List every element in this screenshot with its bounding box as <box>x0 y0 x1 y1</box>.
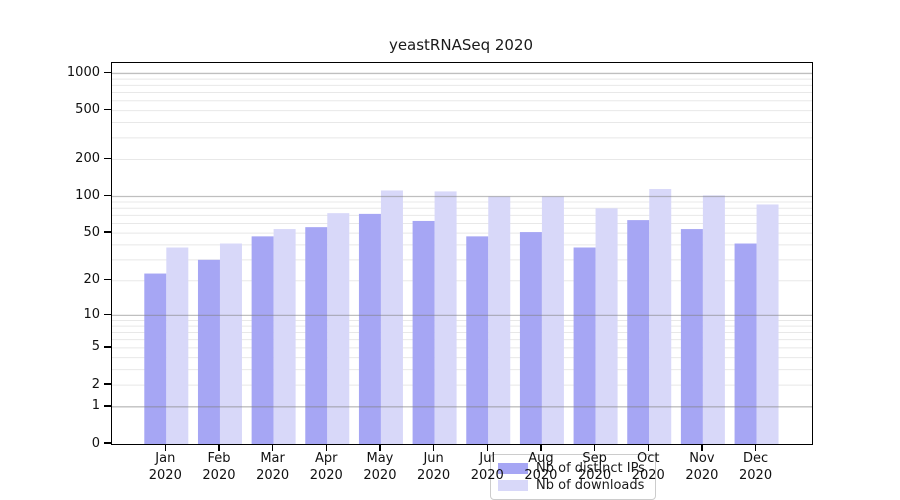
y-tick-label: 20 <box>83 272 100 288</box>
bar-downloads <box>434 191 457 444</box>
y-tick-mark <box>104 231 111 233</box>
bar-downloads <box>273 229 296 444</box>
x-tick-label: Aug 2020 <box>524 451 558 483</box>
x-tick-label: Mar 2020 <box>256 451 290 483</box>
bar-downloads <box>756 204 779 444</box>
y-tick-mark <box>104 313 111 316</box>
y-tick-label: 5 <box>91 339 100 355</box>
bar-distinct-ips <box>734 243 757 444</box>
y-tick-mark <box>104 383 111 385</box>
x-tick-label: Nov 2020 <box>685 451 719 483</box>
x-tick-mark <box>540 444 542 451</box>
bar-downloads <box>488 196 511 444</box>
y-tick-mark <box>104 71 111 74</box>
bar-distinct-ips <box>144 273 167 444</box>
y-tick-label: 1 <box>91 398 100 414</box>
x-tick-mark <box>754 444 757 451</box>
y-tick-mark <box>104 279 111 281</box>
y-tick-label: 100 <box>75 187 100 203</box>
x-tick-label: Dec 2020 <box>739 451 773 483</box>
x-tick-label: Jun 2020 <box>417 451 451 483</box>
bar-distinct-ips <box>627 220 650 444</box>
legend-item-downloads: Nb of downloads <box>498 477 647 494</box>
bar-distinct-ips <box>466 236 489 444</box>
y-tick-label: 0 <box>91 435 100 451</box>
bar-distinct-ips <box>197 259 220 444</box>
y-tick-label: 500 <box>75 102 100 118</box>
distinct-ips-swatch <box>498 463 528 474</box>
x-tick-label: Oct 2020 <box>631 451 665 483</box>
y-tick-label: 50 <box>83 224 100 240</box>
x-tick-label: Jan 2020 <box>148 451 182 483</box>
y-tick-label: 1000 <box>66 64 100 80</box>
legend-label: Nb of distinct IPs <box>536 461 645 476</box>
y-tick-mark <box>104 157 111 160</box>
bar-downloads <box>380 190 403 444</box>
y-tick-mark <box>104 346 111 348</box>
x-tick-mark <box>164 444 166 451</box>
bar-downloads <box>649 189 672 444</box>
bar-distinct-ips <box>573 247 596 444</box>
x-tick-mark <box>593 444 596 451</box>
legend: Nb of distinct IPs Nb of downloads <box>490 454 656 500</box>
bar-downloads <box>541 196 564 444</box>
x-tick-label: Feb 2020 <box>202 451 236 483</box>
x-tick-label: Sep 2020 <box>578 451 612 483</box>
legend-label: Nb of downloads <box>536 478 645 493</box>
downloads-swatch <box>498 480 528 491</box>
bar-distinct-ips <box>358 213 381 444</box>
y-tick-mark <box>104 194 111 197</box>
bar-distinct-ips <box>251 236 274 444</box>
plot-area: Nb of distinct IPs Nb of downloads <box>111 62 813 500</box>
legend-item-distinct-ips: Nb of distinct IPs <box>498 460 647 477</box>
y-tick-label: 2 <box>91 376 100 392</box>
y-tick-mark <box>104 442 111 444</box>
x-tick-mark <box>325 444 327 451</box>
bar-distinct-ips <box>680 229 703 444</box>
x-tick-label: Jul 2020 <box>470 451 504 483</box>
x-tick-label: Apr 2020 <box>309 451 343 483</box>
bar-distinct-ips <box>305 227 328 444</box>
bar-downloads <box>702 195 725 444</box>
bar-downloads <box>166 247 189 444</box>
bar-downloads <box>595 208 618 444</box>
x-tick-mark <box>647 444 649 451</box>
bar-distinct-ips <box>412 220 435 444</box>
x-tick-mark <box>486 444 488 451</box>
y-tick-label: 200 <box>75 151 100 167</box>
bar-downloads <box>219 243 242 444</box>
y-tick-mark <box>104 108 111 111</box>
x-tick-mark <box>701 444 703 451</box>
x-tick-mark <box>379 444 381 451</box>
x-tick-mark <box>432 444 435 451</box>
bar-distinct-ips <box>519 232 542 444</box>
x-tick-mark <box>271 444 274 451</box>
chart-title: yeastRNASeq 2020 <box>388 36 534 54</box>
y-tick-mark <box>104 405 111 407</box>
bar-downloads <box>327 213 350 444</box>
bars-and-grid-canvas <box>112 72 812 444</box>
x-tick-label: May 2020 <box>363 451 397 483</box>
y-tick-label: 10 <box>83 306 100 322</box>
x-tick-mark <box>218 444 220 451</box>
